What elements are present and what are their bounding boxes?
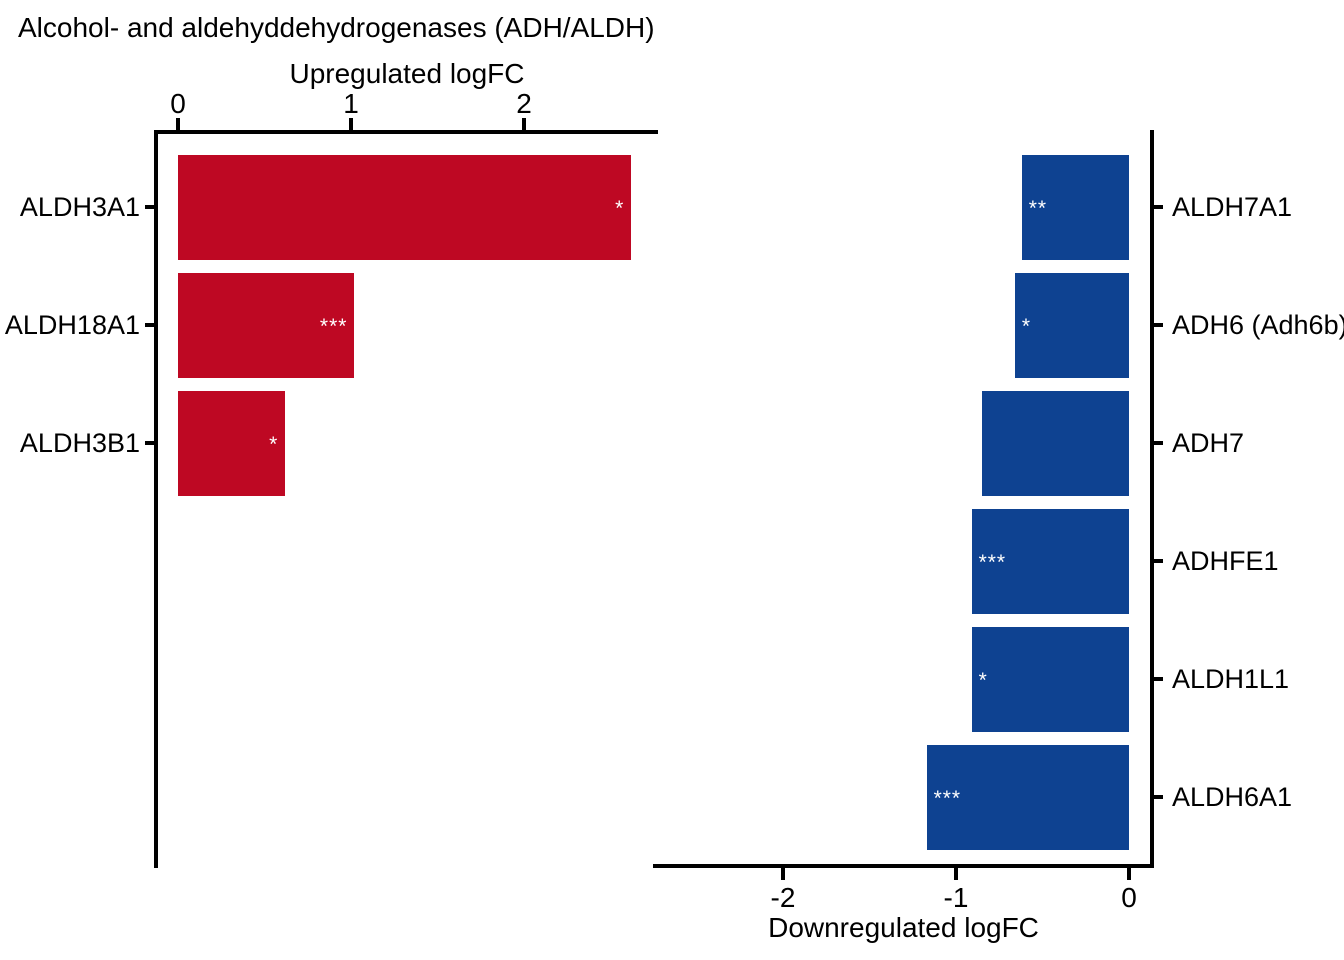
axis-tick-mark: [176, 118, 180, 130]
significance-stars: ***: [933, 787, 962, 811]
gene-tick-mark: [145, 323, 154, 327]
gene-label: ALDH3B1: [19, 427, 140, 458]
gene-tick-mark: [1154, 323, 1163, 327]
axis-tick-label: 0: [1121, 882, 1137, 913]
axis-tick-mark: [1127, 868, 1131, 880]
chart-title: Alcohol- and aldehyddehydrogenases (ADH/…: [18, 12, 655, 43]
axis-tick-mark: [781, 868, 785, 880]
axis-tick-label: 0: [170, 88, 186, 119]
gene-tick-mark: [1154, 441, 1163, 445]
axis-tick-label: 2: [516, 88, 532, 119]
axis-tick-mark: [954, 868, 958, 880]
gene-tick-mark: [1154, 677, 1163, 681]
axis-tick-mark: [522, 118, 526, 130]
significance-stars: ***: [319, 315, 348, 339]
axis-tick-label: 1: [343, 88, 359, 119]
gene-label: ALDH7A1: [1172, 191, 1293, 222]
significance-stars: *: [269, 433, 279, 457]
axis-tick-mark: [349, 118, 353, 130]
gene-bar: *: [971, 626, 1129, 732]
gene-bar: ***: [971, 508, 1129, 614]
gene-label: ALDH18A1: [4, 309, 140, 340]
gene-tick-mark: [145, 441, 154, 445]
axis-tick-label: -2: [770, 882, 796, 913]
gene-bar: **: [1021, 154, 1129, 260]
gene-bar: ***: [926, 744, 1129, 850]
significance-stars: **: [1028, 197, 1048, 221]
left-spine: [154, 130, 158, 868]
gene-tick-mark: [1154, 205, 1163, 209]
right-spine: [1150, 130, 1154, 868]
gene-tick-mark: [1154, 795, 1163, 799]
significance-stars: *: [1021, 315, 1031, 339]
gene-label: ADHFE1: [1172, 545, 1279, 576]
significance-stars: *: [978, 669, 988, 693]
upregulated-axis-line: [154, 130, 658, 134]
gene-bar: [981, 390, 1129, 496]
gene-bar: *: [178, 390, 286, 496]
gene-bar: *: [1014, 272, 1129, 378]
gene-label: ALDH1L1: [1172, 663, 1290, 694]
downregulated-axis-line: [653, 864, 1154, 868]
gene-bar: *: [178, 154, 632, 260]
gene-label: ADH6 (Adh6b): [1172, 309, 1344, 340]
downregulated-axis-label: Downregulated logFC: [768, 912, 1039, 943]
gene-bar: ***: [178, 272, 355, 378]
axis-tick-label: -1: [943, 882, 969, 913]
significance-stars: *: [615, 197, 625, 221]
gene-label: ALDH6A1: [1172, 781, 1293, 812]
gene-tick-mark: [145, 205, 154, 209]
gene-tick-mark: [1154, 559, 1163, 563]
significance-stars: ***: [978, 551, 1007, 575]
gene-label: ALDH3A1: [19, 191, 140, 222]
gene-label: ADH7: [1172, 427, 1245, 458]
upregulated-axis-label: Upregulated logFC: [289, 58, 525, 89]
